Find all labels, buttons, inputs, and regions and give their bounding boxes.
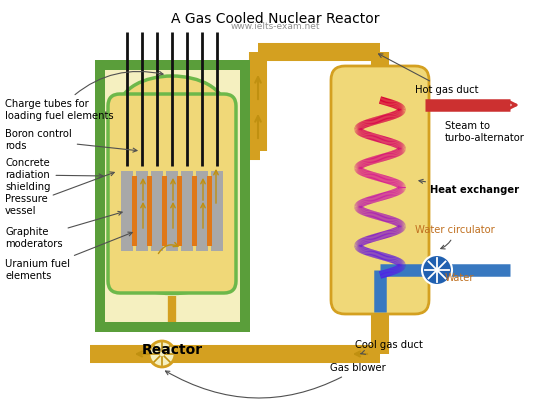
FancyBboxPatch shape <box>108 94 236 293</box>
Bar <box>211 171 223 251</box>
Text: Uranium fuel
elements: Uranium fuel elements <box>5 232 132 281</box>
Text: Steam to
turbo-alternator: Steam to turbo-alternator <box>445 121 525 143</box>
Text: Gas blower: Gas blower <box>165 363 386 398</box>
Bar <box>151 171 163 251</box>
Text: Reactor: Reactor <box>142 343 203 357</box>
Bar <box>95 60 105 332</box>
Text: Water circulator: Water circulator <box>415 225 494 249</box>
Text: A Gas Cooled Nuclear Reactor: A Gas Cooled Nuclear Reactor <box>171 12 379 26</box>
Bar <box>166 171 178 251</box>
Text: Pressure
vessel: Pressure vessel <box>5 172 114 216</box>
Text: Cool gas duct: Cool gas duct <box>355 340 423 354</box>
Bar <box>136 171 148 251</box>
Circle shape <box>422 255 452 285</box>
Bar <box>121 171 133 251</box>
Ellipse shape <box>120 76 224 136</box>
Text: www.ielts-exam.net: www.ielts-exam.net <box>230 22 320 31</box>
FancyBboxPatch shape <box>331 66 429 314</box>
Text: Water: Water <box>445 273 474 283</box>
Text: Charge tubes for
loading fuel elements: Charge tubes for loading fuel elements <box>5 71 163 121</box>
Bar <box>132 176 137 246</box>
Text: Graphite
moderators: Graphite moderators <box>5 211 122 249</box>
Text: Concrete
radiation
shielding: Concrete radiation shielding <box>5 158 103 192</box>
Bar <box>162 176 167 246</box>
Bar <box>177 176 182 246</box>
Bar <box>120 101 224 256</box>
Ellipse shape <box>110 228 234 294</box>
Bar <box>95 60 250 70</box>
Text: Hot gas duct: Hot gas duct <box>379 54 478 95</box>
Text: Heat exchanger: Heat exchanger <box>419 179 519 195</box>
Bar <box>105 70 240 322</box>
Bar <box>240 60 250 332</box>
Bar <box>181 171 193 251</box>
Bar <box>192 176 197 246</box>
Bar <box>95 322 250 332</box>
Text: Boron control
rods: Boron control rods <box>5 129 137 152</box>
Circle shape <box>149 341 175 367</box>
Bar <box>207 176 212 246</box>
Bar <box>196 171 208 251</box>
Bar <box>147 176 152 246</box>
Bar <box>95 60 250 332</box>
